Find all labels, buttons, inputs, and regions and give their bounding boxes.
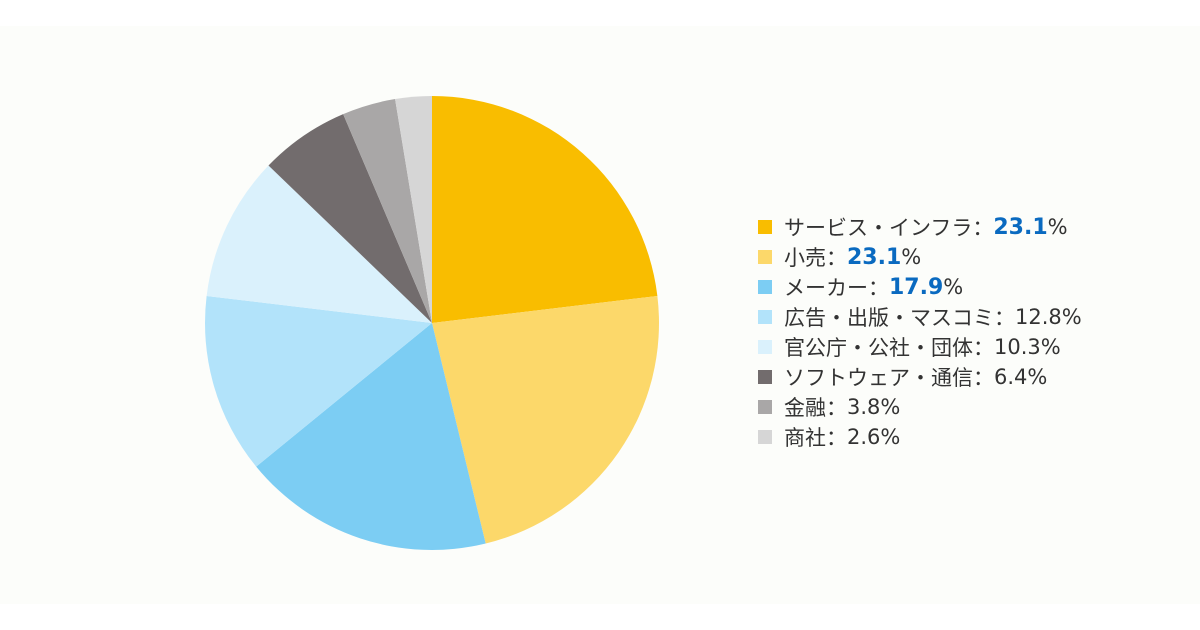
legend-unit: % [943, 275, 964, 299]
pie-slice-4 [205, 295, 432, 467]
legend-separator: ： [826, 426, 847, 450]
legend-value: 10.3 [994, 335, 1041, 359]
legend-swatch [758, 430, 772, 444]
legend-value: 2.6 [847, 425, 881, 449]
legend-value: 23.1 [993, 214, 1048, 240]
legend-item-1: サービス・インフラ： 23.1% [758, 212, 1082, 242]
legend-value: 23.1 [847, 244, 902, 270]
legend-value: 6.4 [994, 365, 1028, 389]
legend-value: 12.8 [1015, 305, 1062, 329]
legend-unit: % [880, 395, 901, 419]
legend-separator: ： [826, 246, 847, 270]
pie-chart [205, 96, 659, 550]
legend-item-8: 商社： 2.6% [758, 422, 1082, 452]
chart-legend: サービス・インフラ： 23.1% 小売： 23.1% メーカー： 17.9% 広告・出版・マ… [758, 212, 1082, 452]
legend-swatch [758, 220, 772, 234]
legend-separator: ： [972, 216, 994, 240]
legend-swatch [758, 310, 772, 324]
legend-label: メーカー [784, 276, 868, 300]
pie-slice-5 [206, 165, 432, 323]
legend-unit: % [1061, 305, 1082, 329]
legend-label: サービス・インフラ [784, 216, 973, 240]
pie-slice-7 [343, 99, 432, 324]
legend-swatch [758, 370, 772, 384]
legend-swatch [758, 280, 772, 294]
legend-unit: % [1047, 215, 1068, 239]
legend-separator: ： [973, 336, 994, 360]
legend-swatch [758, 250, 772, 264]
legend-item-7: 金融： 3.8% [758, 392, 1082, 422]
legend-swatch [758, 400, 772, 414]
legend-label: 小売 [784, 246, 826, 270]
legend-label: ソフトウェア・通信 [784, 366, 973, 390]
legend-separator: ： [973, 366, 994, 390]
legend-item-6: ソフトウェア・通信： 6.4% [758, 362, 1082, 392]
chart-panel: サービス・インフラ： 23.1% 小売： 23.1% メーカー： 17.9% 広告・出版・マ… [0, 26, 1200, 604]
legend-unit: % [1027, 365, 1048, 389]
legend-swatch [758, 340, 772, 354]
legend-label: 官公庁・公社・団体 [784, 336, 973, 360]
legend-item-2: 小売： 23.1% [758, 242, 1082, 272]
pie-slice-3 [256, 323, 486, 550]
legend-unit: % [880, 425, 901, 449]
legend-item-4: 広告・出版・マスコミ： 12.8% [758, 302, 1082, 332]
legend-unit: % [1040, 335, 1061, 359]
legend-label: 金融 [784, 396, 826, 420]
pie-slice-1 [432, 96, 658, 323]
legend-value: 17.9 [889, 274, 944, 300]
legend-label: 商社 [784, 426, 826, 450]
legend-separator: ： [868, 276, 889, 300]
pie-slice-6 [268, 114, 432, 323]
legend-label: 広告・出版・マスコミ [784, 306, 994, 330]
pie-slice-2 [432, 295, 659, 544]
legend-item-3: メーカー： 17.9% [758, 272, 1082, 302]
legend-separator: ： [994, 306, 1015, 330]
legend-value: 3.8 [847, 395, 881, 419]
legend-unit: % [901, 245, 922, 269]
legend-item-5: 官公庁・公社・団体： 10.3% [758, 332, 1082, 362]
pie-slice-8 [395, 96, 432, 323]
legend-separator: ： [826, 396, 847, 420]
